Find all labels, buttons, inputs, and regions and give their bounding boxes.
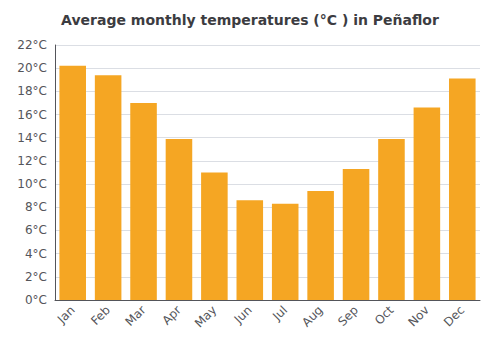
svg-text:Mar: Mar [123, 303, 149, 329]
svg-text:12°C: 12°C [17, 154, 47, 168]
svg-text:16°C: 16°C [17, 108, 47, 122]
svg-text:20°C: 20°C [17, 61, 47, 75]
svg-text:Jul: Jul [269, 303, 290, 324]
svg-text:Jan: Jan [54, 303, 78, 327]
svg-text:18°C: 18°C [17, 84, 47, 98]
svg-text:Oct: Oct [372, 303, 397, 328]
svg-text:2°C: 2°C [25, 270, 47, 284]
svg-text:6°C: 6°C [25, 223, 47, 237]
svg-text:Dec: Dec [441, 303, 467, 329]
svg-text:Average monthly temperatures (: Average monthly temperatures (°C ) in Pe… [61, 12, 439, 28]
svg-text:14°C: 14°C [17, 131, 47, 145]
svg-text:10°C: 10°C [17, 177, 47, 191]
svg-text:Sep: Sep [335, 303, 361, 329]
svg-text:Aug: Aug [299, 303, 325, 329]
svg-text:0°C: 0°C [25, 293, 47, 307]
svg-text:Jun: Jun [231, 303, 255, 327]
svg-text:22°C: 22°C [17, 38, 47, 52]
svg-text:8°C: 8°C [25, 200, 47, 214]
svg-text:4°C: 4°C [25, 247, 47, 261]
svg-text:Feb: Feb [88, 303, 113, 328]
svg-text:May: May [192, 303, 219, 330]
svg-text:Apr: Apr [159, 303, 184, 328]
svg-text:Nov: Nov [405, 303, 431, 329]
